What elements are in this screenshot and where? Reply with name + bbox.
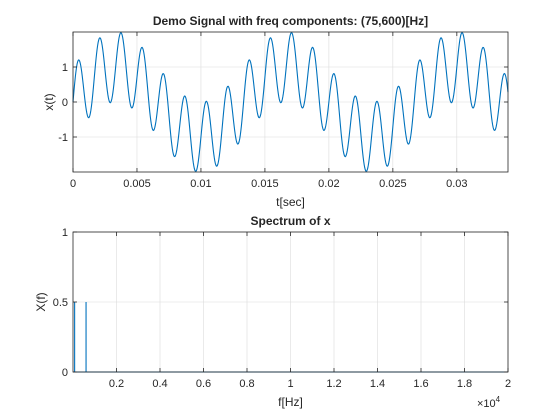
spectrum-ytick-label: 1: [62, 227, 68, 239]
spectrum-xtick-label: 0.8: [239, 378, 254, 390]
spectrum-x-exponent-base: ×10: [477, 398, 496, 410]
signal-xtick-label: 0.03: [446, 178, 467, 190]
signal-plot: 0 0.005 0.01 0.015 0.02 0.025 0.03 -1 0 1 Demo Si…: [42, 14, 509, 209]
spectrum-xtick-label: 0.6: [196, 378, 211, 390]
spectrum-xtick-label: 0.2: [109, 378, 124, 390]
signal-ylabel: x(t): [42, 93, 56, 110]
signal-xtick-label: 0.01: [190, 178, 211, 190]
signal-xtick-label: 0.02: [318, 178, 339, 190]
spectrum-x-exponent-power: 4: [496, 395, 501, 404]
signal-xlabel: t[sec]: [276, 195, 305, 209]
signal-xtick-label: 0.025: [379, 178, 407, 190]
spectrum-xtick-label: 1: [287, 378, 293, 390]
spectrum-ytick-label: 0: [62, 367, 68, 379]
spectrum-plot: 0.2 0.4 0.6 0.8 1 1.2 1.4 1.6 1.8 2 0 0.5 1 Spectrum…: [34, 214, 511, 410]
signal-ticks: 0 0.005 0.01 0.015 0.02 0.025 0.03 -1 0 1: [58, 32, 508, 190]
spectrum-xtick-label: 1.4: [370, 378, 385, 390]
signal-grid: [72, 32, 508, 172]
spectrum-ticks: 0.2 0.4 0.6 0.8 1 1.2 1.4 1.6 1.8 2 0 0.5 1: [53, 227, 511, 390]
signal-ytick-label: 1: [62, 62, 68, 74]
spectrum-title: Spectrum of x: [250, 214, 330, 228]
signal-xtick-label: 0.005: [123, 178, 151, 190]
spectrum-xtick-label: 1.2: [326, 378, 341, 390]
spectrum-ytick-label: 0.5: [53, 297, 68, 309]
signal-ytick-label: 0: [62, 97, 68, 109]
spectrum-xtick-label: 1.8: [457, 378, 472, 390]
signal-series-line: [72, 31, 509, 173]
signal-xtick-label: 0: [70, 178, 76, 190]
spectrum-xtick-label: 0.4: [152, 378, 167, 390]
signal-title: Demo Signal with freq components: (75,60…: [153, 14, 428, 28]
spectrum-x-exponent-label: ×104: [477, 395, 501, 410]
signal-xtick-label: 0.015: [251, 178, 279, 190]
spectrum-xlabel: f[Hz]: [278, 395, 303, 409]
signal-ytick-label: -1: [58, 132, 68, 144]
spectrum-xtick-label: 2: [505, 378, 511, 390]
signal-line-group: [72, 31, 509, 173]
spectrum-xtick-label: 1.6: [413, 378, 428, 390]
spectrum-ylabel: X(f): [34, 292, 48, 311]
